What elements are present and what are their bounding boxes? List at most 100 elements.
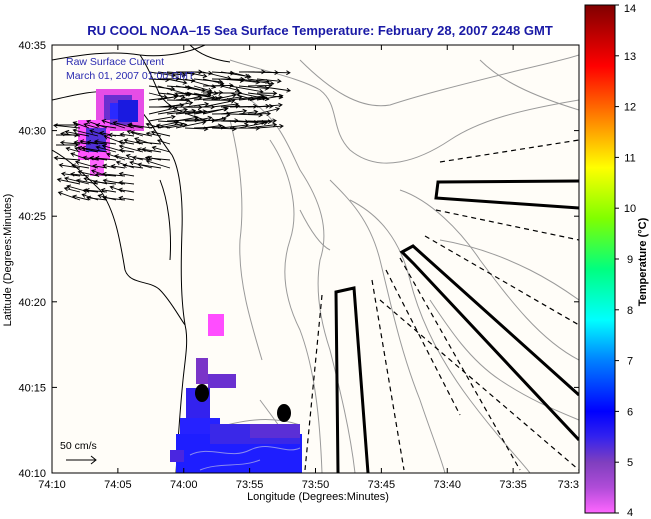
x-axis-label: Longitude (Degrees:Minutes) bbox=[247, 491, 389, 503]
coverage-outlines bbox=[304, 139, 579, 473]
colorbar-tick-label: 9 bbox=[627, 254, 633, 266]
current-vector bbox=[82, 188, 99, 194]
y-tick-label: 40:20 bbox=[18, 297, 46, 309]
current-vector bbox=[75, 178, 99, 185]
x-tick-label: 74:00 bbox=[170, 479, 198, 491]
current-vector bbox=[247, 95, 268, 101]
x-tick-label: 74:05 bbox=[104, 479, 132, 491]
current-vector bbox=[256, 118, 277, 124]
current-vector bbox=[157, 71, 187, 78]
current-vector bbox=[86, 195, 108, 201]
colorbar-tick-label: 14 bbox=[624, 3, 636, 15]
x-tick-label: 73:55 bbox=[236, 479, 264, 491]
current-vector bbox=[118, 180, 135, 186]
current-vector bbox=[82, 155, 99, 161]
current-vector bbox=[92, 179, 117, 185]
sst-black-dot-2 bbox=[277, 404, 291, 422]
colorbar-tick-label: 12 bbox=[624, 102, 636, 114]
current-vector bbox=[56, 142, 79, 148]
current-vector bbox=[110, 164, 126, 169]
x-tick-label: 73:35 bbox=[499, 479, 527, 491]
x-tick-label: 73:40 bbox=[433, 479, 461, 491]
y-axis-label: Latitude (Degrees:Minutes) bbox=[2, 194, 14, 327]
current-vector bbox=[141, 147, 162, 153]
current-vector bbox=[101, 171, 126, 177]
current-vector bbox=[95, 123, 117, 129]
current-vector bbox=[118, 148, 135, 153]
current-vector bbox=[229, 78, 261, 85]
current-vector bbox=[123, 138, 144, 145]
current-vector bbox=[166, 100, 194, 108]
current-vector bbox=[256, 123, 284, 129]
x-axis-ticks: 74:10 74:05 74:00 73:55 73:50 73:45 73:40 73:35… bbox=[38, 45, 580, 491]
y-tick-label: 40:15 bbox=[18, 382, 46, 394]
current-vector bbox=[71, 163, 90, 169]
current-vector bbox=[211, 126, 237, 132]
current-vector bbox=[60, 171, 81, 177]
current-vector bbox=[193, 115, 213, 122]
y-tick-label: 40:30 bbox=[18, 126, 46, 138]
current-vector bbox=[256, 90, 278, 96]
current-vector bbox=[118, 139, 135, 145]
current-vector bbox=[145, 131, 162, 137]
current-vector bbox=[166, 92, 186, 100]
current-vector bbox=[70, 152, 90, 161]
current-vector bbox=[115, 160, 135, 169]
current-vector bbox=[81, 145, 108, 153]
current-vector bbox=[156, 138, 171, 145]
colorbar-tick-label: 11 bbox=[624, 152, 635, 164]
scale-label: 50 cm/s bbox=[60, 440, 97, 452]
current-vector bbox=[127, 122, 153, 129]
current-vector bbox=[220, 85, 240, 92]
current-vector bbox=[184, 109, 208, 115]
current-vector bbox=[100, 187, 117, 193]
surface-current-vectors bbox=[53, 69, 292, 201]
current-vector bbox=[148, 114, 176, 122]
current-vector bbox=[202, 123, 223, 129]
current-vector bbox=[56, 132, 79, 138]
current-vector bbox=[247, 122, 278, 129]
current-vector bbox=[184, 101, 210, 108]
inset-title: Raw Surface Current bbox=[66, 56, 164, 68]
current-vector bbox=[220, 103, 241, 109]
current-vector bbox=[94, 155, 117, 161]
current-vector bbox=[89, 155, 108, 161]
current-vector bbox=[184, 71, 208, 79]
current-vector bbox=[155, 123, 171, 129]
colorbar-tick-label: 5 bbox=[627, 457, 633, 469]
colorbar-tick-label: 6 bbox=[627, 406, 633, 418]
colorbar-tick-label: 10 bbox=[624, 203, 636, 215]
current-vector bbox=[58, 163, 81, 169]
y-tick-label: 40:35 bbox=[18, 40, 46, 52]
x-tick-label: 73:50 bbox=[302, 479, 330, 491]
current-vector bbox=[202, 106, 229, 115]
current-vector bbox=[63, 186, 81, 193]
sst-black-dot-1 bbox=[195, 384, 209, 402]
current-vector bbox=[211, 83, 234, 88]
current-vector bbox=[109, 185, 126, 193]
colorbar-ticks: 14 13 12 11 10 9 8 7 6 5 4 bbox=[615, 3, 636, 519]
current-vector bbox=[117, 187, 135, 193]
colorbar-tick-label: 13 bbox=[624, 51, 636, 63]
current-vector bbox=[118, 171, 135, 177]
x-tick-label: 74:10 bbox=[38, 479, 66, 491]
current-vector bbox=[238, 109, 259, 115]
scale-arrow bbox=[66, 455, 97, 465]
current-vector bbox=[113, 154, 135, 161]
y-axis-ticks: 40:35 40:30 40:25 40:20 40:15 40:10 bbox=[18, 40, 579, 480]
current-vector bbox=[119, 132, 135, 137]
current-vector bbox=[53, 123, 81, 129]
current-vector bbox=[92, 163, 108, 169]
current-vector bbox=[256, 78, 282, 84]
current-vector bbox=[256, 85, 292, 93]
current-vector bbox=[135, 139, 162, 145]
current-vector bbox=[64, 129, 90, 137]
current-vector bbox=[256, 102, 283, 108]
current-vector bbox=[211, 101, 240, 108]
current-vector bbox=[71, 194, 90, 201]
x-tick-label: 73:3 bbox=[558, 479, 579, 491]
current-vector bbox=[95, 145, 117, 153]
current-vector bbox=[202, 78, 225, 86]
current-vector bbox=[193, 85, 213, 93]
